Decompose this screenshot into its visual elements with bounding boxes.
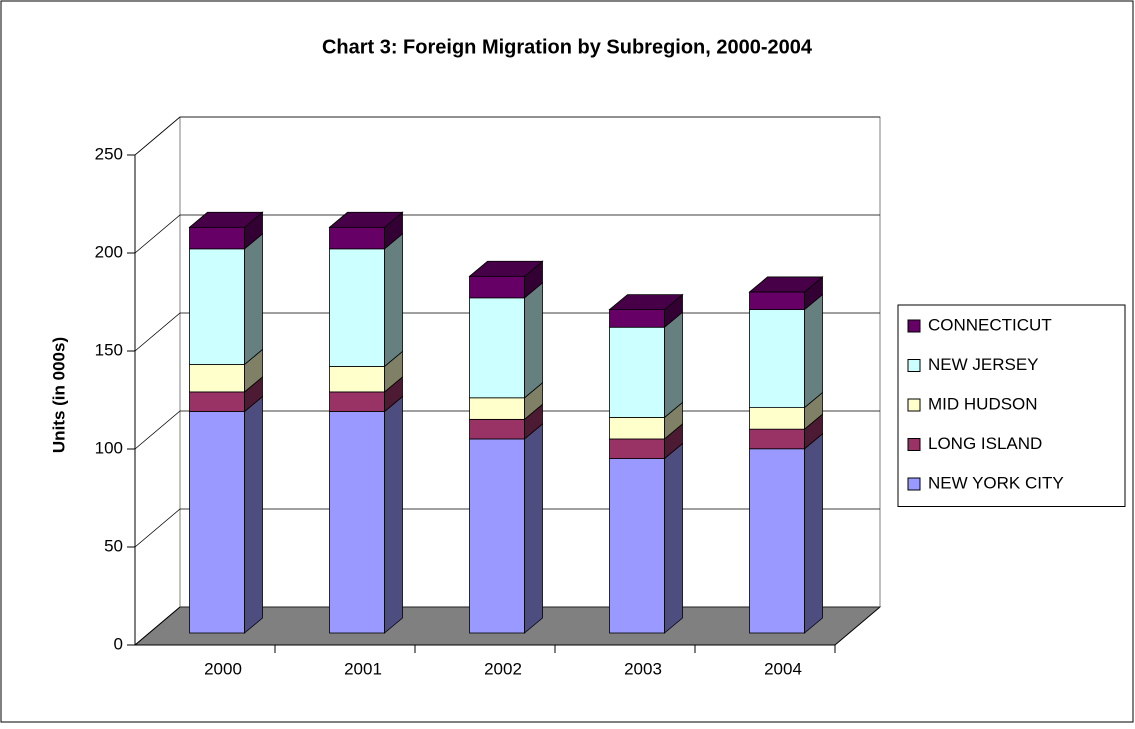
bar-front [189,391,245,412]
bar-side [244,232,263,366]
bar-front [749,448,805,634]
bar-top [748,276,824,293]
y-tick-label: 0 [114,634,123,653]
bar-side [384,395,403,634]
bar-front [609,416,665,440]
legend-label: CONNECTICUT [928,315,1052,334]
y-tick-label: 250 [95,144,123,163]
bar-front [189,411,245,634]
bar-front [189,364,245,393]
legend-label: NEW YORK CITY [928,473,1064,492]
legend-swatch [907,319,921,333]
grid-line [134,214,880,254]
bar-front [329,366,385,393]
legend-label: MID HUDSON [928,394,1038,413]
bar-front [749,309,805,409]
chart-title: Chart 3: Foreign Migration by Subregion,… [322,36,813,58]
legend-label: NEW JERSEY [928,355,1039,374]
bar-side [384,232,403,368]
bar-front [749,291,805,310]
bar-front [609,458,665,634]
bar-front [329,226,385,250]
bar-side [524,423,543,634]
x-tick-label: 2001 [344,659,382,678]
bar-side [804,432,823,634]
x-tick-label: 2002 [484,659,522,678]
y-axis-label: Units (in 000s) [49,337,68,453]
bar-front [189,248,245,365]
bar-side [524,281,543,399]
bar-top [608,294,684,311]
bar-front [609,309,665,328]
bar-front [469,297,525,399]
x-tick-label: 2003 [624,659,662,678]
bar-front [469,397,525,420]
bar-side [244,395,263,634]
x-tick-label: 2004 [764,659,802,678]
bar-front [749,407,805,430]
bar-side [664,442,683,634]
y-tick-label: 50 [104,536,123,555]
bar-front [329,248,385,367]
legend-swatch [907,477,921,491]
bar-front [329,411,385,634]
y-tick-label: 200 [95,242,123,261]
legend-swatch [907,359,921,372]
bar-front [469,418,525,440]
y-tick-label: 150 [95,340,123,359]
bar-side [804,293,823,409]
y-tick-label: 100 [95,438,123,457]
bar-front [609,326,665,418]
bar-top [468,260,544,277]
bar-front [469,275,525,299]
legend-box [897,304,1126,507]
grid-line [134,116,880,156]
bar-front [329,391,385,412]
legend-swatch [907,398,921,412]
bar-side [664,311,683,419]
legend-label: LONG ISLAND [928,434,1042,453]
bar-front [189,226,245,250]
bar-top [188,211,264,228]
bar-front [749,428,805,450]
bar-front [609,438,665,459]
legend-swatch [907,438,921,451]
bar-front [469,438,525,634]
bar-top [328,211,404,228]
x-tick-label: 2000 [204,659,242,678]
